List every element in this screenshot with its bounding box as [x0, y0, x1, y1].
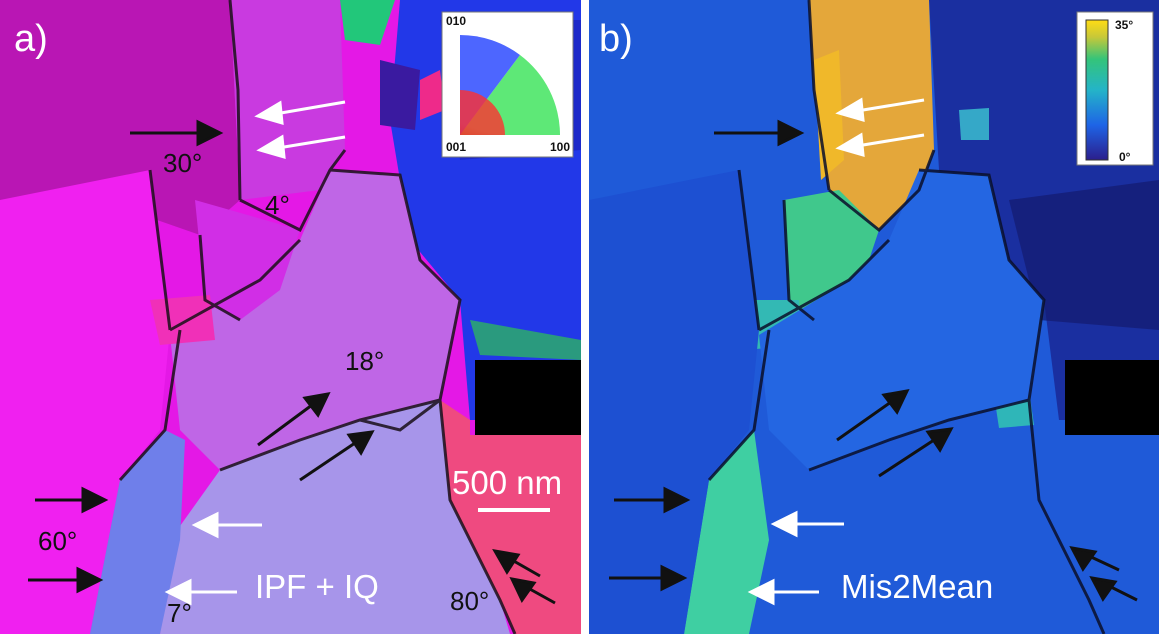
white-arrow-icon — [164, 100, 346, 606]
map-caption: Mis2Mean — [841, 568, 994, 605]
misorientation-colorbar — [1076, 11, 1154, 166]
angle-label: 60° — [38, 526, 78, 556]
white-arrow-icon — [747, 97, 925, 606]
colorbar-max-label: 35° — [1115, 18, 1134, 32]
ipf-key-label-top: 010 — [446, 14, 467, 28]
mis2mean-panel: b) Mis2Mean 35° 0° — [589, 0, 1159, 634]
scale-bar-label: 500 nm — [452, 464, 563, 501]
panel-letter-b: b) — [599, 18, 633, 60]
ipf-iq-panel: a) 30° 4° 18° 60° 7° 80° IPF + IQ 500 nm… — [0, 0, 581, 634]
panel-letter-a: a) — [14, 18, 48, 60]
black-arrow-icon — [28, 119, 556, 605]
colorbar-min-label: 0° — [1119, 150, 1131, 164]
black-arrow-icon — [609, 119, 1138, 602]
angle-label: 80° — [450, 586, 490, 616]
ipf-map-image — [0, 0, 581, 634]
angle-label: 30° — [163, 148, 203, 178]
map-caption: IPF + IQ — [255, 568, 379, 605]
angle-label: 7° — [167, 598, 192, 628]
angle-label: 18° — [345, 346, 385, 376]
angle-label: 4° — [265, 190, 290, 220]
mis2mean-map-image — [589, 0, 1159, 634]
ipf-key-label-bottom-left: 001 — [446, 140, 467, 154]
ipf-color-key — [441, 11, 574, 158]
ipf-key-label-bottom-right: 100 — [550, 140, 571, 154]
